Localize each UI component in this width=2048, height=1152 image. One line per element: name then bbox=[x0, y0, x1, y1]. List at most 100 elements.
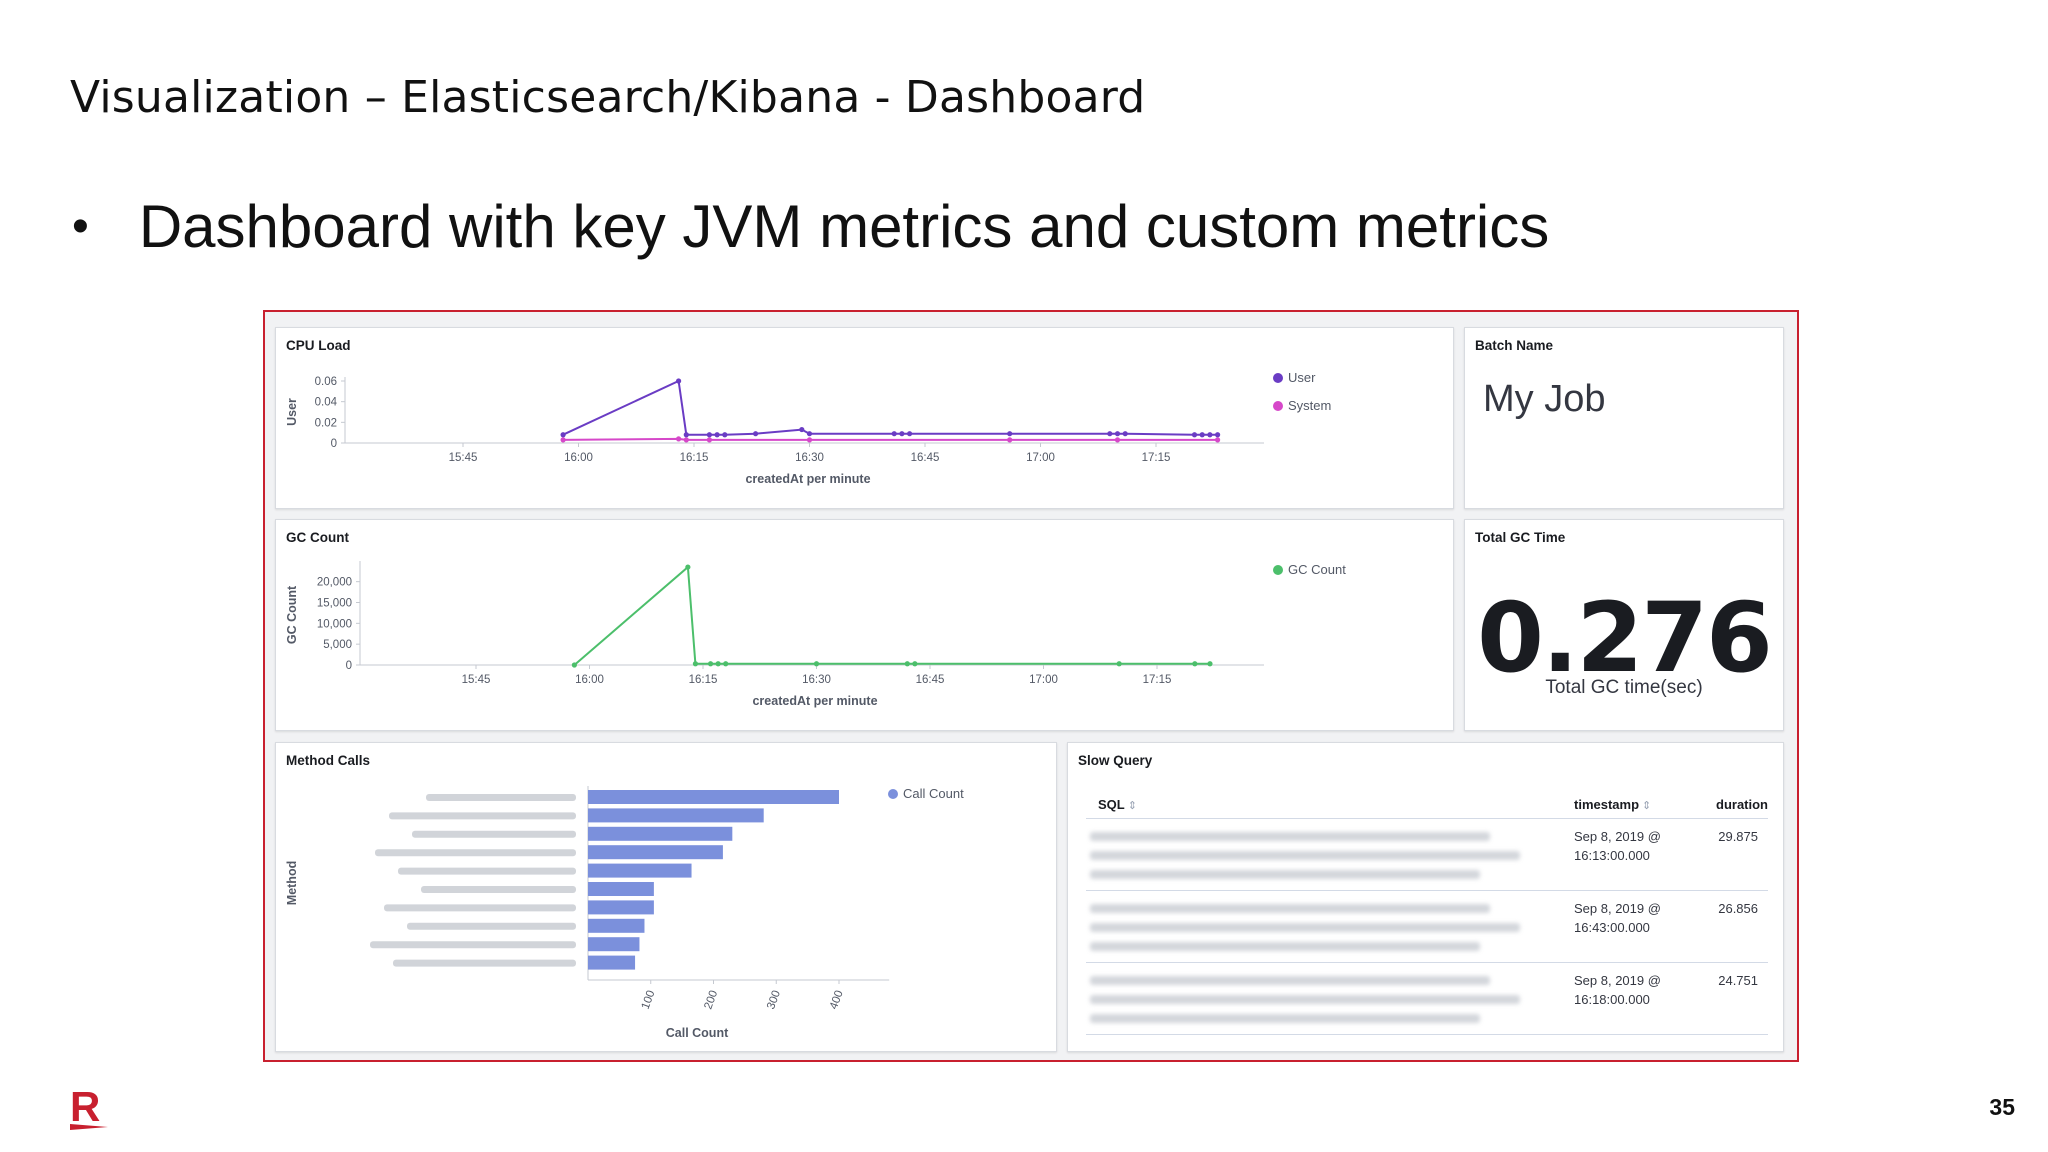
y-axis-label: GC Count bbox=[285, 585, 299, 644]
bar bbox=[588, 845, 723, 860]
timestamp-cell: Sep 8, 2019 @ 16:43:00.000 bbox=[1574, 899, 1692, 962]
x-tick-label: 16:00 bbox=[575, 674, 604, 686]
slide-title: Visualization – Elasticsearch/Kibana - D… bbox=[70, 72, 1146, 123]
data-point bbox=[1207, 432, 1213, 438]
data-point bbox=[1007, 437, 1013, 443]
data-point bbox=[899, 431, 905, 437]
y-tick-label: 0 bbox=[331, 438, 337, 450]
data-point bbox=[723, 661, 729, 667]
timestamp-time: 16:13:00.000 bbox=[1574, 848, 1650, 863]
blurred-method-label bbox=[407, 922, 576, 930]
batch-name-value: My Job bbox=[1483, 378, 1606, 420]
duration-cell: 24.751 bbox=[1718, 973, 1758, 988]
data-point bbox=[683, 437, 689, 443]
slow-query-title: Slow Query bbox=[1078, 753, 1153, 768]
x-tick-label: 16:30 bbox=[795, 452, 824, 464]
x-tick-label: 16:45 bbox=[916, 674, 945, 686]
data-point bbox=[1114, 437, 1121, 443]
table-row: Sep 8, 2019 @ 16:18:00.000 24.751 bbox=[1086, 963, 1768, 1035]
cpu-load-chart: 0 0.02 0.04 0.06 15:45 16:00 16:15 16:30 16:45 17… bbox=[285, 370, 1331, 486]
gc-count-chart: 0 5,000 10,000 15,000 20,000 15:45 16:00 16:15 1… bbox=[285, 561, 1346, 708]
data-point bbox=[904, 661, 910, 667]
blurred-sql-cell bbox=[1086, 971, 1574, 1034]
bar bbox=[588, 882, 654, 896]
x-tick-label: 16:00 bbox=[564, 452, 593, 464]
dashboard-screenshot: CPU Load 0 0.02 0.04 0.06 15:45 16:00 16:15 16:… bbox=[263, 310, 1799, 1062]
sql-column-header[interactable]: SQL ⇕ bbox=[1086, 797, 1574, 812]
data-point bbox=[1199, 432, 1205, 438]
data-point bbox=[753, 431, 759, 437]
bullet-dot-icon: • bbox=[72, 200, 89, 253]
data-point bbox=[560, 437, 566, 443]
timestamp-time: 16:43:00.000 bbox=[1574, 920, 1650, 935]
gc-count-title: GC Count bbox=[286, 530, 349, 545]
total-gc-time-label: Total GC time(sec) bbox=[1545, 677, 1703, 698]
data-point bbox=[676, 378, 682, 384]
data-point bbox=[706, 437, 712, 443]
cpu-load-panel: CPU Load 0 0.02 0.04 0.06 15:45 16:00 16:15 16:… bbox=[275, 327, 1454, 509]
y-tick-label: 20,000 bbox=[317, 577, 352, 589]
x-tick-label: 17:15 bbox=[1142, 452, 1171, 464]
y-tick-label: 10,000 bbox=[317, 618, 352, 630]
x-tick-label: 17:00 bbox=[1026, 452, 1055, 464]
y-axis-label: User bbox=[285, 398, 299, 426]
legend-marker bbox=[1273, 401, 1283, 411]
x-tick-label: 16:45 bbox=[911, 452, 940, 464]
data-point bbox=[706, 432, 712, 438]
x-tick-label: 17:15 bbox=[1143, 674, 1172, 686]
legend-label: Call Count bbox=[903, 786, 964, 801]
timestamp-time: 16:18:00.000 bbox=[1574, 992, 1650, 1007]
legend-marker bbox=[1273, 373, 1283, 383]
duration-header-label: duration bbox=[1716, 797, 1768, 812]
legend-marker bbox=[888, 789, 898, 799]
total-gc-time-title: Total GC Time bbox=[1475, 530, 1566, 545]
batch-name-title: Batch Name bbox=[1475, 338, 1554, 353]
data-point bbox=[707, 661, 714, 667]
bar bbox=[588, 937, 640, 952]
bar bbox=[588, 826, 733, 841]
sort-icon[interactable]: ⇕ bbox=[1127, 800, 1137, 812]
table-header: SQL ⇕ timestamp ⇕ duration bbox=[1086, 791, 1768, 819]
y-tick-label: 0 bbox=[346, 660, 352, 672]
legend-label: System bbox=[1288, 398, 1331, 413]
bullet-text: Dashboard with key JVM metrics and custo… bbox=[138, 193, 1550, 260]
timestamp-column-header[interactable]: timestamp ⇕ bbox=[1574, 797, 1692, 812]
logo-letter: R bbox=[70, 1083, 100, 1130]
x-tick-label: 17:00 bbox=[1029, 674, 1058, 686]
blurred-method-label bbox=[426, 794, 576, 801]
legend-label: GC Count bbox=[1288, 562, 1346, 577]
x-tick-label: 16:15 bbox=[680, 452, 709, 464]
x-tick-label: 300 bbox=[765, 989, 783, 1011]
y-tick-label: 0.02 bbox=[315, 417, 337, 429]
blurred-method-label bbox=[370, 941, 576, 949]
data-point bbox=[1215, 437, 1221, 443]
legend-marker bbox=[1273, 565, 1283, 575]
timestamp-date: Sep 8, 2019 @ bbox=[1574, 973, 1661, 988]
data-point bbox=[1122, 431, 1128, 437]
data-point bbox=[1007, 431, 1013, 437]
blurred-sql-cell bbox=[1086, 899, 1574, 962]
gc-count-panel: GC Count 0 5,000 10,000 15,000 20,000 15:45 16… bbox=[275, 519, 1454, 731]
batch-name-panel: Batch Name My Job bbox=[1464, 327, 1784, 509]
data-point bbox=[1116, 661, 1122, 667]
data-point bbox=[714, 432, 720, 438]
x-axis-label: createdAt per minute bbox=[752, 694, 877, 708]
duration-cell: 29.875 bbox=[1718, 829, 1758, 844]
bar bbox=[588, 808, 764, 823]
timestamp-date: Sep 8, 2019 @ bbox=[1574, 829, 1661, 844]
data-point bbox=[1192, 661, 1198, 667]
method-calls-title: Method Calls bbox=[286, 753, 371, 768]
blurred-sql-cell bbox=[1086, 827, 1574, 890]
data-point bbox=[912, 661, 918, 667]
data-point bbox=[560, 432, 566, 438]
timestamp-date: Sep 8, 2019 @ bbox=[1574, 901, 1661, 916]
timestamp-cell: Sep 8, 2019 @ 16:18:00.000 bbox=[1574, 971, 1692, 1034]
duration-column-header[interactable]: duration bbox=[1692, 797, 1768, 812]
duration-cell: 26.856 bbox=[1718, 901, 1758, 916]
sort-icon[interactable]: ⇕ bbox=[1642, 800, 1652, 812]
timestamp-cell: Sep 8, 2019 @ 16:13:00.000 bbox=[1574, 827, 1692, 890]
data-point bbox=[692, 661, 699, 667]
data-point bbox=[907, 431, 913, 437]
data-point bbox=[813, 661, 820, 667]
legend-label: User bbox=[1288, 370, 1316, 385]
